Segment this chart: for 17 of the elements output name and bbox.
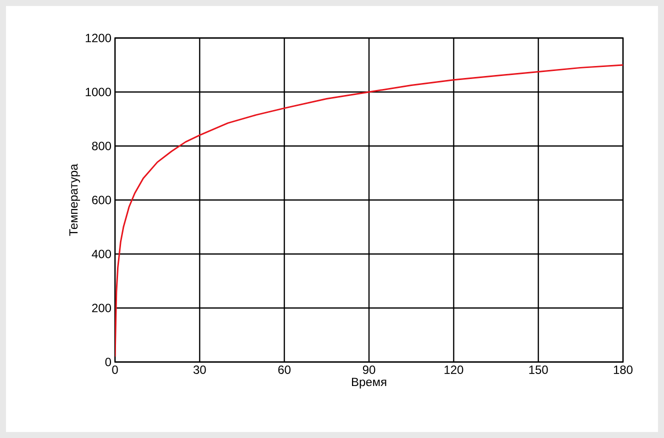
x-tick-label: 0 <box>112 366 118 374</box>
x-tick-label: 180 <box>614 366 633 374</box>
y-tick-label: 600 <box>92 196 112 204</box>
line-series <box>115 64 624 358</box>
y-tick-label: 1200 <box>86 34 112 42</box>
y-tick-label: 1000 <box>86 88 112 96</box>
x-axis-title: Время <box>352 378 386 389</box>
x-tick-label: 120 <box>444 366 464 374</box>
y-tick-label: 200 <box>92 304 112 312</box>
x-tick-label: 90 <box>362 366 376 374</box>
x-tick-label: 150 <box>529 366 548 374</box>
x-tick-label: 30 <box>193 366 206 374</box>
y-tick-label: 800 <box>92 142 112 150</box>
x-tick-label: 60 <box>278 366 291 374</box>
y-tick-label: 400 <box>92 250 112 258</box>
y-tick-label: 0 <box>105 358 112 366</box>
y-axis-title: Температура <box>69 164 80 236</box>
